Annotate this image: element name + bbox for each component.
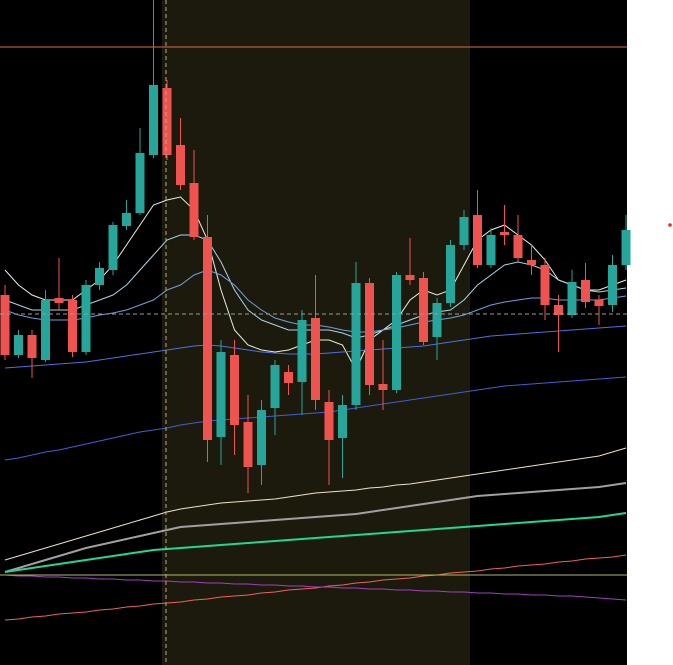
moving-average-line bbox=[4, 554, 627, 621]
moving-average-line bbox=[4, 482, 627, 573]
candle-body bbox=[162, 88, 172, 155]
candle-body bbox=[270, 365, 280, 408]
candle-body bbox=[527, 260, 536, 265]
candle-body bbox=[81, 285, 91, 352]
candle-body bbox=[459, 217, 469, 245]
candle-body bbox=[14, 335, 23, 355]
candle-body bbox=[473, 215, 482, 265]
candle-body bbox=[486, 235, 496, 265]
candle-body bbox=[594, 300, 604, 306]
candle-body bbox=[338, 405, 347, 438]
candle-body bbox=[189, 183, 199, 237]
candle-body bbox=[567, 282, 577, 315]
candle-body bbox=[0, 295, 10, 355]
candle-body bbox=[392, 275, 401, 390]
candle-body bbox=[621, 230, 631, 265]
candle-body bbox=[54, 298, 64, 303]
candle-body bbox=[149, 85, 158, 155]
candle-body bbox=[500, 232, 509, 235]
candle-body bbox=[243, 422, 253, 467]
candle-body bbox=[608, 265, 617, 305]
moving-average-line bbox=[4, 447, 627, 561]
candle-body bbox=[216, 352, 226, 437]
candle-body bbox=[554, 305, 563, 315]
marker-dot bbox=[668, 223, 672, 227]
moving-average-line bbox=[4, 512, 627, 573]
candle-body bbox=[378, 384, 388, 390]
candle-body bbox=[257, 410, 266, 465]
candle-body bbox=[351, 283, 361, 405]
candle-body bbox=[108, 225, 118, 270]
candle-body bbox=[419, 278, 428, 342]
moving-average-line bbox=[4, 574, 627, 601]
candle-body bbox=[432, 303, 442, 337]
candle-body bbox=[513, 235, 523, 258]
candle-body bbox=[284, 372, 293, 383]
candle-body bbox=[68, 300, 77, 352]
candle-body bbox=[405, 275, 415, 280]
candle-body bbox=[230, 355, 239, 425]
candle-body bbox=[297, 320, 307, 382]
candle-body bbox=[540, 265, 550, 305]
candle-body bbox=[135, 153, 145, 213]
side-panel bbox=[627, 0, 673, 665]
candle-body bbox=[311, 318, 320, 400]
plot-layer bbox=[0, 0, 631, 621]
candle-body bbox=[95, 268, 104, 285]
candle-body bbox=[27, 335, 37, 358]
candle-body bbox=[324, 402, 334, 440]
candle-body bbox=[122, 213, 131, 226]
moving-average-line bbox=[4, 376, 627, 461]
candle-body bbox=[446, 245, 455, 303]
candle-body bbox=[176, 145, 185, 185]
candle-body bbox=[41, 300, 50, 360]
candle-body bbox=[581, 280, 590, 302]
candle-body bbox=[203, 237, 212, 440]
candle-body bbox=[365, 283, 374, 385]
